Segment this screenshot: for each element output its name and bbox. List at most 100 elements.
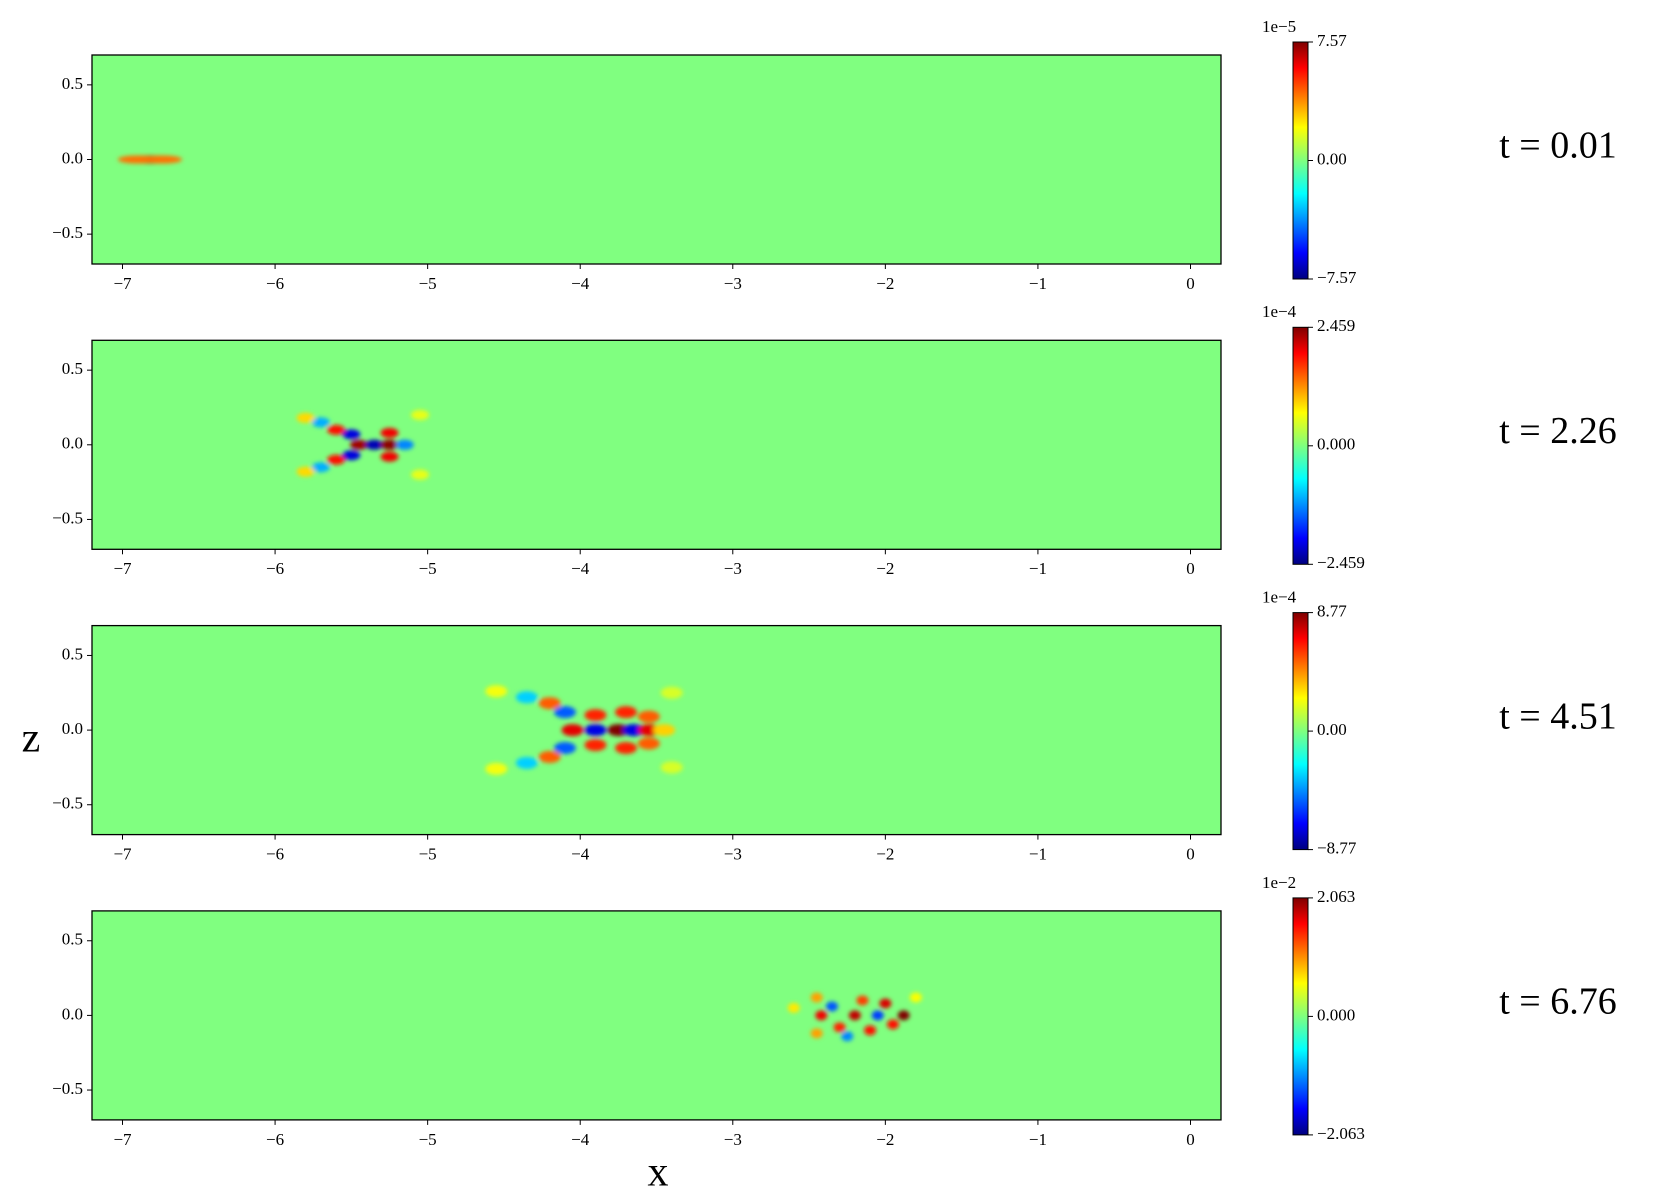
field-blob xyxy=(327,424,346,435)
x-tick-label: −6 xyxy=(266,559,284,578)
x-tick-label: −4 xyxy=(571,274,590,293)
field-blob xyxy=(296,412,315,423)
colorbar xyxy=(1292,326,1309,565)
field-blob xyxy=(538,750,561,763)
field-blob xyxy=(395,439,414,450)
colorbar-tick-label: −8.77 xyxy=(1317,839,1357,858)
field-blob xyxy=(841,1031,854,1042)
x-tick-label: −1 xyxy=(1029,274,1047,293)
time-label: t = 0.01 xyxy=(1499,125,1617,167)
y-tick-label: −0.5 xyxy=(52,1079,83,1098)
colorbar-tick-label: 2.063 xyxy=(1317,887,1355,906)
y-tick-label: −0.5 xyxy=(52,223,83,242)
x-tick-label: −3 xyxy=(724,845,742,864)
field-blob xyxy=(311,417,330,428)
x-tick-label: −3 xyxy=(724,559,742,578)
field-blob xyxy=(342,450,361,461)
colorbar-tick-label: 0.000 xyxy=(1317,1005,1355,1024)
field-blob xyxy=(660,761,683,774)
x-tick-label: −1 xyxy=(1029,845,1047,864)
field-blob xyxy=(897,1010,910,1021)
field-blob xyxy=(296,466,315,477)
field-blob xyxy=(653,724,676,737)
colorbar-scale: 1e−4 xyxy=(1262,302,1297,321)
y-tick-label: 0.5 xyxy=(62,930,83,949)
y-tick-label: 0.0 xyxy=(62,1004,83,1023)
heatmap-background xyxy=(92,910,1221,1120)
x-tick-label: −5 xyxy=(419,845,437,864)
x-tick-label: 0 xyxy=(1186,1130,1195,1149)
x-tick-label: −7 xyxy=(113,845,132,864)
field-blob xyxy=(810,992,823,1003)
field xyxy=(787,992,922,1042)
field-blob xyxy=(515,691,538,704)
y-tick-label: 0.5 xyxy=(62,74,83,93)
field xyxy=(485,685,683,775)
y-tick-label: 0.5 xyxy=(62,359,83,378)
colorbar-tick-label: 7.57 xyxy=(1317,31,1347,50)
field-blob xyxy=(637,724,660,737)
colorbar-tick-label: 2.459 xyxy=(1317,316,1355,335)
time-label: t = 6.76 xyxy=(1499,981,1617,1023)
x-tick-label: −6 xyxy=(266,1130,284,1149)
x-tick-label: −5 xyxy=(419,274,437,293)
field-blob xyxy=(848,1010,861,1021)
colorbar-tick-label: −7.57 xyxy=(1317,268,1357,287)
field-blob xyxy=(327,454,346,465)
colorbar-tick-label: 8.77 xyxy=(1317,602,1347,621)
x-tick-label: −5 xyxy=(419,1130,437,1149)
field-blob xyxy=(584,709,607,722)
colorbar-scale: 1e−5 xyxy=(1262,17,1296,36)
colorbar-tick-label: −2.063 xyxy=(1317,1124,1365,1143)
x-tick-label: −2 xyxy=(876,559,894,578)
x-axis-label: x xyxy=(648,1150,669,1194)
colorbar xyxy=(1292,897,1309,1136)
field-blob xyxy=(815,1010,828,1021)
y-tick-label: 0.0 xyxy=(62,148,83,167)
colorbar-scale: 1e−4 xyxy=(1262,588,1297,607)
x-tick-label: −1 xyxy=(1029,559,1047,578)
colorbar-tick-label: 0.000 xyxy=(1317,435,1355,454)
x-tick-label: −2 xyxy=(876,845,894,864)
x-tick-label: −7 xyxy=(113,1130,132,1149)
x-tick-label: −2 xyxy=(876,1130,894,1149)
x-tick-label: −4 xyxy=(571,559,590,578)
field-blob xyxy=(380,439,399,450)
heatmap-background xyxy=(92,55,1221,264)
x-tick-label: −6 xyxy=(266,274,284,293)
field-blob xyxy=(825,1001,838,1012)
field-blob xyxy=(810,1028,823,1039)
x-tick-label: −7 xyxy=(113,274,132,293)
field-blob xyxy=(607,724,630,737)
field-blob xyxy=(349,439,368,450)
x-tick-label: −3 xyxy=(724,274,742,293)
field-blob xyxy=(380,427,399,438)
field-blob xyxy=(833,1022,846,1033)
x-tick-label: −1 xyxy=(1029,1130,1047,1149)
y-tick-label: 0.5 xyxy=(62,644,83,663)
field-blob xyxy=(614,706,637,719)
field xyxy=(296,409,430,480)
x-tick-label: −3 xyxy=(724,1130,742,1149)
y-tick-label: 0.0 xyxy=(62,719,83,738)
field-blob xyxy=(365,439,384,450)
colorbar-scale: 1e−2 xyxy=(1262,873,1296,892)
x-tick-label: −6 xyxy=(266,845,284,864)
x-tick-label: −5 xyxy=(419,559,437,578)
colorbar-tick-label: 0.00 xyxy=(1317,720,1347,739)
field-blob xyxy=(864,1025,877,1036)
field-blob xyxy=(311,462,330,473)
field-blob xyxy=(879,998,892,1009)
x-tick-label: −4 xyxy=(571,845,590,864)
colorbar-tick-label: −2.459 xyxy=(1317,553,1365,572)
time-label: t = 2.26 xyxy=(1499,410,1617,452)
y-tick-label: 0.0 xyxy=(62,434,83,453)
field-blob xyxy=(411,409,430,420)
field-blob xyxy=(614,742,637,755)
x-tick-label: −2 xyxy=(876,274,894,293)
y-tick-label: −0.5 xyxy=(52,794,83,813)
field-blob xyxy=(538,697,561,710)
y-axis-label: z xyxy=(22,716,41,762)
field-blob xyxy=(787,1002,800,1013)
field-blob xyxy=(909,992,922,1003)
